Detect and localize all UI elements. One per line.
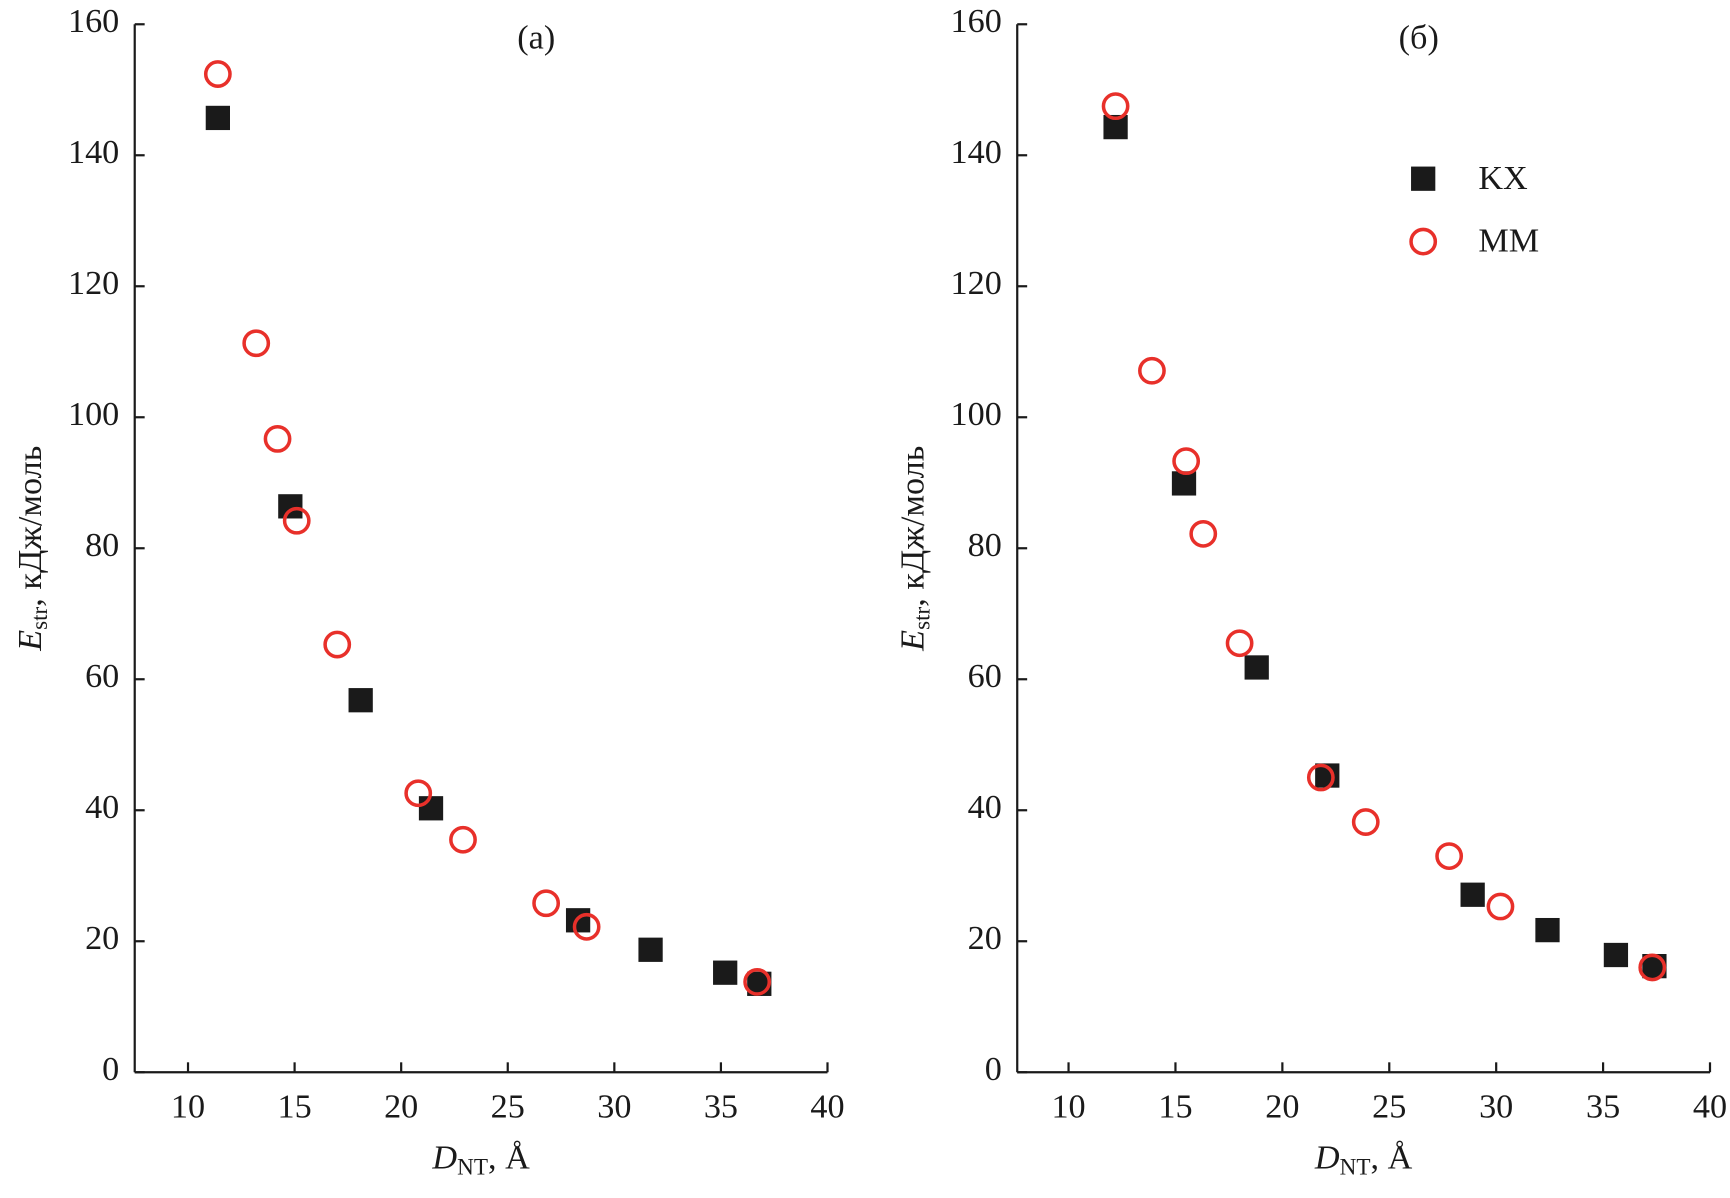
axis-label-sub: str bbox=[27, 606, 53, 629]
y-tick-label: 120 bbox=[68, 265, 119, 302]
data-point bbox=[323, 630, 352, 659]
x-tick-label: 10 bbox=[171, 1089, 205, 1126]
axis-label-rest: , Å bbox=[488, 1139, 530, 1176]
data-point bbox=[1189, 519, 1218, 548]
chart-title: (a) bbox=[517, 20, 555, 57]
data-point bbox=[1172, 447, 1201, 476]
axis-label: DNT, Å bbox=[1314, 1139, 1413, 1180]
y-tick-label: 40 bbox=[85, 789, 119, 826]
data-point bbox=[1603, 942, 1629, 968]
x-tick-label: 20 bbox=[1265, 1089, 1299, 1126]
data-point bbox=[1138, 356, 1166, 385]
data-point bbox=[1171, 471, 1197, 496]
data-point bbox=[203, 60, 232, 88]
y-tick-label: 160 bbox=[951, 3, 1002, 40]
x-tick-label: 25 bbox=[1372, 1089, 1406, 1126]
data-point bbox=[638, 937, 663, 962]
data-point bbox=[278, 494, 303, 519]
x-tick-label: 40 bbox=[1693, 1089, 1727, 1126]
y-tick-label: 100 bbox=[68, 396, 119, 433]
data-point bbox=[572, 912, 601, 941]
axis-label: Estr, кДж/моль bbox=[12, 446, 53, 652]
x-tick-label: 25 bbox=[491, 1089, 525, 1126]
data-point bbox=[348, 688, 373, 713]
data-point bbox=[263, 424, 292, 453]
axis-label-main: D bbox=[431, 1139, 457, 1176]
data-point bbox=[1351, 808, 1380, 836]
axis-label-rest: , Å bbox=[1371, 1139, 1413, 1176]
x-tick-label: 40 bbox=[810, 1089, 844, 1126]
legend-label: MM bbox=[1478, 223, 1539, 260]
y-tick-label: 160 bbox=[68, 3, 119, 40]
data-point bbox=[1244, 655, 1269, 680]
y-tick-label: 40 bbox=[968, 789, 1002, 826]
y-tick-label: 20 bbox=[85, 920, 119, 957]
data-point bbox=[282, 506, 311, 535]
x-tick-label: 20 bbox=[384, 1089, 418, 1126]
axis-label-sub: NT bbox=[457, 1155, 488, 1181]
y-tick-label: 0 bbox=[985, 1051, 1002, 1088]
axis-label: Estr, кДж/моль bbox=[895, 446, 936, 652]
data-point bbox=[713, 960, 738, 985]
data-point bbox=[1460, 882, 1485, 907]
data-point bbox=[1638, 953, 1667, 982]
data-point bbox=[449, 825, 477, 854]
axis-label-main: E bbox=[895, 630, 932, 652]
y-tick-label: 80 bbox=[85, 527, 119, 564]
x-tick-label: 15 bbox=[278, 1089, 312, 1126]
data-point bbox=[743, 967, 772, 996]
axis-label-main: D bbox=[1314, 1139, 1340, 1176]
x-tick-label: 30 bbox=[1479, 1089, 1513, 1126]
x-tick-label: 10 bbox=[1051, 1089, 1085, 1126]
axis-label-main: E bbox=[12, 630, 49, 652]
axis-label: DNT, Å bbox=[431, 1139, 530, 1180]
data-point bbox=[1101, 92, 1130, 121]
legend-marker bbox=[1411, 166, 1436, 191]
y-tick-label: 140 bbox=[951, 134, 1002, 171]
data-point bbox=[242, 329, 271, 358]
axis-label-rest: , кДж/моль bbox=[895, 446, 932, 607]
y-tick-label: 120 bbox=[951, 265, 1002, 302]
y-tick-label: 0 bbox=[102, 1051, 119, 1088]
data-point bbox=[1435, 842, 1464, 870]
data-point bbox=[404, 779, 433, 808]
chart-title: (б) bbox=[1399, 20, 1439, 57]
data-point bbox=[1535, 917, 1560, 943]
x-tick-label: 30 bbox=[597, 1089, 631, 1126]
data-point bbox=[1225, 629, 1254, 658]
x-tick-label: 35 bbox=[704, 1089, 738, 1126]
y-tick-label: 60 bbox=[968, 658, 1002, 695]
y-tick-label: 140 bbox=[68, 134, 119, 171]
data-point bbox=[418, 796, 444, 821]
data-point bbox=[532, 889, 561, 918]
x-tick-label: 35 bbox=[1586, 1089, 1620, 1126]
axis-label-rest: , кДж/моль bbox=[12, 446, 49, 607]
y-tick-label: 100 bbox=[951, 396, 1002, 433]
legend-marker bbox=[1409, 227, 1438, 256]
data-point bbox=[1306, 763, 1335, 792]
legend-label: KX bbox=[1478, 160, 1528, 197]
y-tick-label: 60 bbox=[85, 658, 119, 695]
axis-label-sub: str bbox=[910, 606, 936, 629]
y-tick-label: 20 bbox=[968, 920, 1002, 957]
axis-label-sub: NT bbox=[1340, 1155, 1371, 1181]
data-point bbox=[205, 105, 230, 131]
x-tick-label: 15 bbox=[1158, 1089, 1192, 1126]
y-tick-label: 80 bbox=[968, 527, 1002, 564]
data-point bbox=[1486, 892, 1515, 921]
